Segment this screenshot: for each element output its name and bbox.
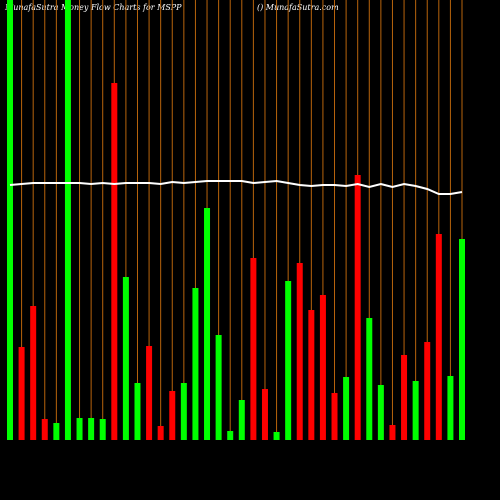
chart-subtitle: () MunafaSutra.com — [257, 3, 339, 12]
bar — [88, 418, 95, 440]
bar — [308, 310, 315, 440]
bar — [41, 419, 48, 440]
bar — [111, 83, 118, 440]
bar — [30, 306, 37, 440]
price-line — [9, 179, 463, 195]
bar — [64, 0, 71, 440]
bar — [7, 0, 13, 440]
bar — [238, 400, 245, 440]
bar — [169, 391, 176, 440]
bar — [204, 208, 211, 440]
bar — [343, 377, 350, 440]
bar — [76, 418, 83, 440]
bar — [319, 295, 326, 440]
bar — [412, 381, 419, 440]
bar — [285, 281, 292, 440]
bar — [377, 385, 384, 440]
bar — [157, 426, 164, 440]
bar — [53, 423, 60, 440]
bar — [354, 175, 361, 440]
chart-title: MunafaSutra Money Flow Charts for MSPP — [4, 3, 182, 12]
bar — [122, 277, 129, 440]
bar — [296, 263, 303, 440]
bar — [99, 419, 106, 440]
bar — [401, 355, 408, 440]
bar — [146, 346, 153, 440]
bar — [250, 258, 257, 440]
bar — [389, 425, 396, 440]
bar — [215, 335, 222, 440]
bar — [447, 376, 454, 440]
bar — [18, 347, 25, 440]
bar — [192, 288, 199, 440]
bar — [261, 389, 268, 440]
bar — [424, 342, 431, 440]
bar — [134, 383, 141, 440]
bar — [227, 431, 234, 440]
bar — [180, 383, 187, 440]
bar — [366, 318, 373, 440]
bar — [459, 239, 465, 440]
bar — [331, 393, 338, 440]
bar — [273, 432, 280, 440]
bar — [435, 234, 442, 440]
